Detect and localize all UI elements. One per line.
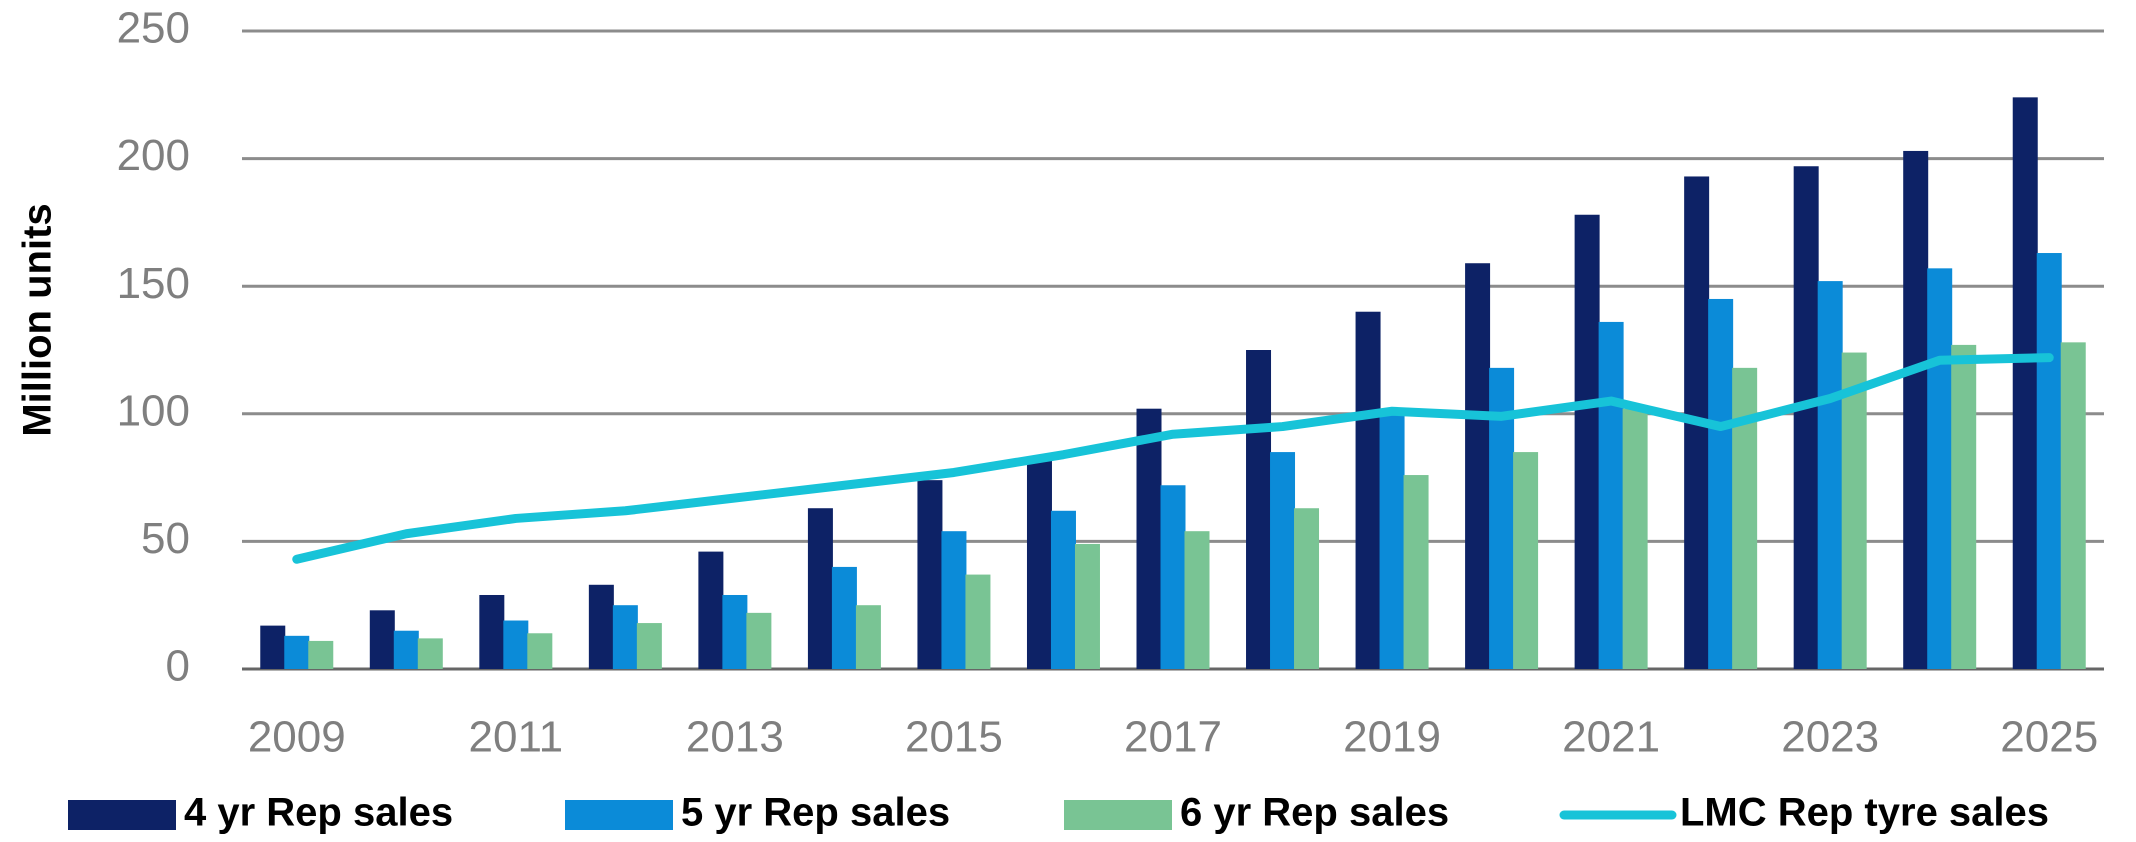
bar (1513, 452, 1539, 669)
x-tick-label: 2021 (1562, 713, 1660, 762)
bar (1927, 268, 1953, 669)
bar (1403, 475, 1429, 669)
bar (260, 625, 286, 669)
bar (1355, 311, 1381, 669)
bar (1574, 214, 1600, 669)
bar (1732, 367, 1758, 669)
x-tick-label: 2023 (1781, 713, 1879, 762)
bar (917, 480, 943, 669)
bar (1465, 263, 1491, 669)
bar (1246, 350, 1272, 669)
bar (807, 508, 833, 669)
bar (1074, 543, 1100, 669)
legend-label: 6 yr Rep sales (1180, 791, 1449, 835)
bar (1294, 508, 1320, 669)
bar (1903, 150, 1929, 670)
bar (965, 574, 991, 669)
bar (1708, 298, 1734, 669)
bar (369, 610, 395, 669)
y-tick-label: 0 (166, 642, 190, 691)
x-tick-label: 2019 (1343, 713, 1441, 762)
y-tick-label: 100 (117, 386, 190, 435)
y-tick-label: 150 (117, 259, 190, 308)
bar (1793, 166, 1819, 670)
x-tick-label: 2009 (248, 713, 346, 762)
bar (1841, 352, 1867, 669)
legend-swatch (565, 800, 673, 830)
line (292, 353, 2054, 564)
y-tick-label: 50 (141, 514, 190, 563)
legend-label: 4 yr Rep sales (184, 791, 453, 835)
bar (636, 623, 662, 669)
bar (479, 594, 505, 669)
x-tick-label: 2011 (469, 713, 564, 762)
legend-swatch (68, 800, 176, 830)
bar (417, 638, 443, 669)
x-tick-label: 2015 (905, 713, 1003, 762)
bar (1270, 452, 1296, 669)
bar (284, 635, 310, 669)
bar (1817, 281, 1843, 669)
bar (2012, 97, 2038, 670)
bar (1160, 485, 1186, 669)
legend-label: LMC Rep tyre sales (1680, 791, 2049, 835)
bar (393, 630, 419, 669)
bar (1026, 457, 1052, 669)
bar (698, 551, 724, 669)
legend-swatch (1064, 800, 1172, 830)
x-tick-label: 2025 (2000, 713, 2098, 762)
y-axis-label: Million units (16, 203, 60, 436)
bar (2036, 253, 2062, 670)
bar (1951, 344, 1977, 669)
legend-label: 5 yr Rep sales (681, 791, 950, 835)
bar (855, 605, 881, 669)
bar (1622, 408, 1648, 669)
bar (1184, 531, 1210, 669)
bar (1136, 408, 1162, 669)
bar (588, 584, 614, 669)
legend: 4 yr Rep sales 5 yr Rep sales 6 yr Rep sal… (68, 791, 2049, 835)
bar (308, 640, 334, 669)
x-tick-label: 2013 (686, 713, 784, 762)
y-tick-label: 250 (117, 4, 190, 53)
x-tick-label: 2017 (1124, 713, 1222, 762)
bar (1598, 321, 1624, 669)
bar (722, 594, 748, 669)
bar (941, 531, 967, 669)
bar (1379, 408, 1405, 669)
bar (746, 612, 772, 669)
bar (503, 620, 529, 669)
bar (1050, 510, 1076, 669)
bar (527, 633, 553, 669)
bar (612, 605, 638, 669)
bar (831, 566, 857, 669)
bar (2060, 342, 2086, 669)
y-tick-label: 200 (117, 131, 190, 180)
